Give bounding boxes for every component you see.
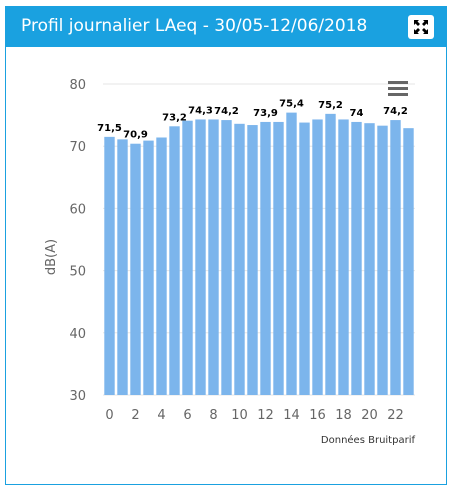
bar [364, 123, 375, 395]
bar [247, 125, 258, 395]
bar [234, 123, 245, 396]
data-label: 71,5 [97, 123, 122, 134]
bar [390, 120, 401, 396]
bar [325, 113, 336, 395]
x-tick-label: 18 [335, 408, 352, 423]
credits-text: Données Bruitparif [321, 434, 416, 446]
bar [377, 125, 388, 395]
expand-icon [414, 20, 428, 34]
bar [260, 121, 271, 395]
bar-chart: 71,570,973,274,3 74,2 73,975,4 75,274 74,2 3… [44, 78, 416, 446]
data-label: 74,3 [188, 105, 213, 116]
x-tick-label: 6 [183, 408, 191, 423]
x-tick-label: 20 [361, 408, 378, 423]
x-tick-label: 12 [257, 408, 274, 423]
data-label: 74 [350, 108, 364, 119]
data-label: 74,2 [214, 106, 239, 117]
y-tick-label: 50 [69, 265, 86, 280]
bar [156, 137, 167, 395]
x-tick-label: 8 [209, 408, 217, 423]
bar [104, 136, 115, 395]
x-tick-label: 0 [105, 408, 113, 423]
bar [182, 120, 193, 395]
x-tick-label: 10 [231, 408, 248, 423]
y-tick-label: 30 [69, 389, 86, 404]
bar [195, 119, 206, 395]
y-tick-label: 70 [69, 140, 86, 155]
data-label: 73,9 [253, 108, 278, 119]
x-tick-label: 4 [157, 408, 165, 423]
data-label: 75,4 [279, 99, 304, 110]
bar [221, 120, 232, 396]
y-tick-label: 40 [69, 327, 86, 342]
bar [338, 119, 349, 395]
x-tick-label: 16 [309, 408, 326, 423]
bar [286, 112, 297, 395]
data-label: 70,9 [123, 130, 148, 141]
bar [403, 128, 414, 396]
data-label: 74,2 [383, 106, 408, 117]
panel-header: Profil journalier LAeq - 30/05-12/06/201… [6, 7, 446, 47]
data-label: 75,2 [318, 100, 343, 111]
bar [169, 126, 180, 396]
x-tick-label: 14 [283, 408, 300, 423]
x-tick-label: 22 [387, 408, 404, 423]
bar [351, 121, 362, 395]
bar [273, 121, 284, 395]
chart-area: 71,5 70,9 73,2 74,3 74,2 73,9 75,4 75,2 74 74,2 3… [6, 47, 446, 484]
y-tick-label: 60 [69, 202, 86, 217]
y-axis-label: dB(A) [44, 239, 59, 275]
y-tick-label: 80 [69, 78, 86, 93]
panel-title: Profil journalier LAeq - 30/05-12/06/201… [21, 16, 368, 36]
x-tick-label: 2 [131, 408, 139, 423]
bar [143, 140, 154, 395]
bar [130, 143, 141, 395]
bar [299, 122, 310, 396]
data-label: 73,2 [162, 112, 187, 123]
bar [117, 139, 128, 395]
expand-button[interactable] [408, 15, 434, 39]
hamburger-menu-icon[interactable] [388, 81, 408, 96]
bar [312, 119, 323, 395]
bar [208, 119, 219, 395]
chart-panel: Profil journalier LAeq - 30/05-12/06/201… [5, 6, 447, 485]
